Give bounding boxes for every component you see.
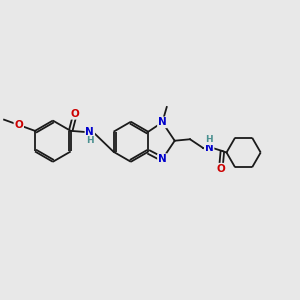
Text: O: O [217,164,225,174]
Text: H: H [86,136,94,145]
Text: N: N [205,143,214,153]
Text: N: N [158,117,167,127]
Text: N: N [158,154,167,164]
Text: N: N [85,127,94,137]
Text: H: H [205,135,213,144]
Text: O: O [71,109,80,119]
Text: O: O [14,120,23,130]
